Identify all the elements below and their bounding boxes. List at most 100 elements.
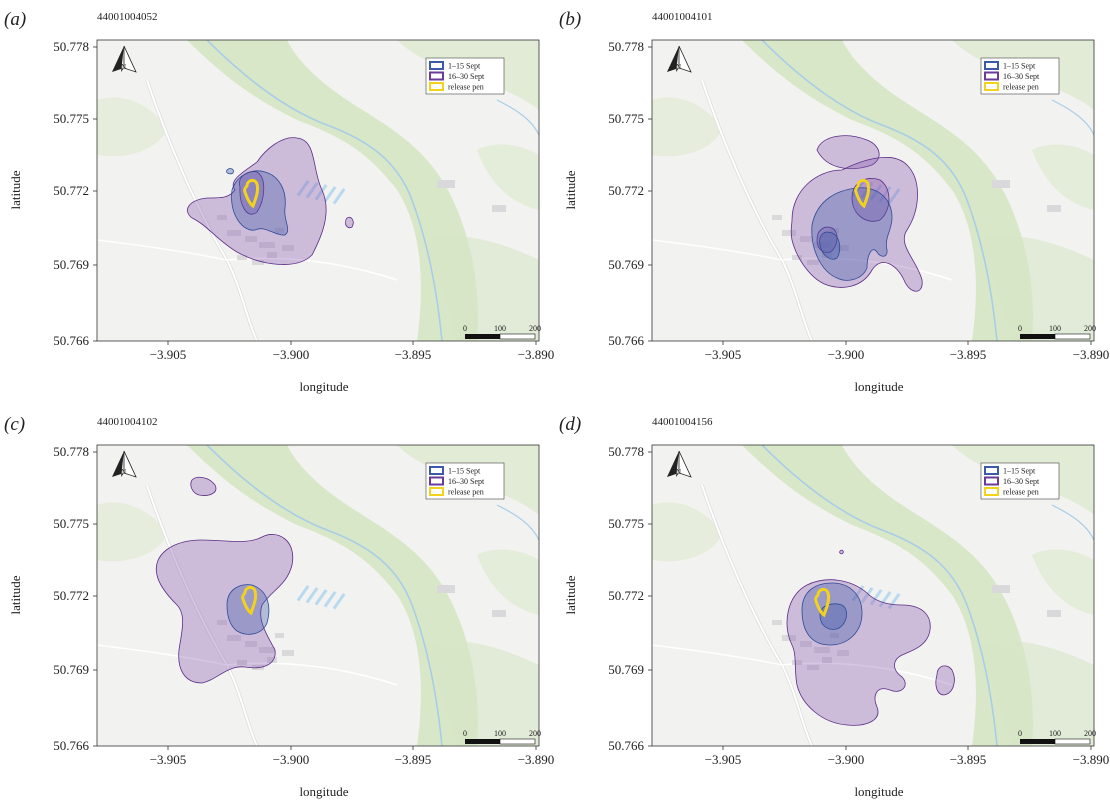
woodland-area bbox=[427, 641, 539, 746]
building bbox=[822, 252, 832, 258]
building bbox=[800, 641, 812, 647]
building bbox=[772, 620, 782, 625]
pond bbox=[878, 591, 892, 608]
north-arrow-icon: N bbox=[667, 450, 692, 478]
legend-label: 1–15 Sept bbox=[1003, 467, 1036, 476]
legend-swatch bbox=[429, 466, 444, 475]
tag-id-label: 44001004052 bbox=[97, 11, 158, 23]
woodland-area bbox=[652, 502, 722, 562]
road-line bbox=[146, 79, 258, 341]
pond bbox=[869, 183, 883, 201]
building bbox=[830, 228, 839, 233]
north-label: N bbox=[121, 468, 126, 476]
range-16-30-sept bbox=[839, 549, 844, 555]
scale-bar-segment bbox=[465, 334, 500, 339]
scale-bar-label: 200 bbox=[1084, 324, 1096, 333]
pond bbox=[887, 188, 901, 205]
map-panel-c: (c) 44001004102 N 1–15 Sept 16–30 Sept releas… bbox=[0, 405, 555, 809]
x-tick-label: −3.900 bbox=[273, 347, 310, 362]
y-tick-label: 50.772 bbox=[608, 183, 644, 198]
legend-swatch bbox=[984, 82, 999, 91]
legend-swatch bbox=[429, 487, 444, 496]
scale-bar-label: 100 bbox=[1049, 324, 1061, 333]
legend-box bbox=[980, 57, 1060, 95]
x-tick-label: −3.905 bbox=[705, 752, 742, 767]
y-tick-label: 50.778 bbox=[608, 444, 644, 459]
legend-swatch bbox=[984, 476, 999, 486]
road-line bbox=[701, 79, 813, 341]
scale-bar: 0 100 200 bbox=[463, 729, 541, 745]
building bbox=[259, 242, 275, 248]
plot-frame bbox=[651, 444, 1095, 747]
legend-label: release pen bbox=[1003, 83, 1039, 92]
woodland-area bbox=[982, 641, 1094, 746]
stream-line bbox=[761, 445, 998, 746]
legend-label: 16–30 Sept bbox=[448, 72, 485, 81]
scale-bar-label: 100 bbox=[494, 324, 506, 333]
building bbox=[1047, 205, 1061, 212]
legend-swatch bbox=[429, 71, 444, 81]
woodland-area bbox=[427, 236, 539, 341]
legend-label: release pen bbox=[448, 488, 484, 497]
building bbox=[992, 180, 1010, 188]
building bbox=[807, 665, 819, 670]
legend-box bbox=[425, 57, 505, 95]
range-16-30-sept bbox=[816, 226, 838, 253]
building bbox=[807, 260, 819, 265]
legend-label: 16–30 Sept bbox=[1003, 477, 1040, 486]
pond bbox=[305, 182, 319, 199]
range-16-30-sept bbox=[155, 534, 294, 684]
road-line bbox=[701, 484, 813, 746]
building bbox=[275, 633, 284, 638]
building bbox=[275, 228, 284, 233]
building bbox=[830, 633, 839, 638]
building bbox=[772, 215, 782, 220]
legend-swatch bbox=[984, 466, 999, 475]
building bbox=[800, 236, 812, 242]
legend-swatch bbox=[984, 61, 999, 70]
building bbox=[992, 585, 1010, 593]
road-line bbox=[146, 484, 258, 746]
pond bbox=[296, 585, 310, 602]
building bbox=[437, 585, 455, 593]
legend-label: release pen bbox=[448, 83, 484, 92]
y-tick-label: 50.769 bbox=[608, 662, 644, 677]
building bbox=[792, 660, 802, 665]
pond bbox=[323, 591, 337, 608]
building bbox=[267, 657, 277, 663]
building bbox=[267, 252, 277, 258]
plot-frame bbox=[651, 39, 1095, 342]
building bbox=[217, 620, 227, 625]
stream-line bbox=[1051, 504, 1094, 541]
map-panel-b: (b) 44001004101 N 1–15 Sept 16–30 Sept releas… bbox=[555, 0, 1110, 404]
building bbox=[245, 641, 257, 647]
legend-swatch bbox=[984, 71, 999, 81]
pond bbox=[314, 183, 328, 201]
y-tick-label: 50.778 bbox=[53, 444, 89, 459]
building bbox=[252, 260, 264, 265]
scale-bar: 0 100 200 bbox=[1018, 729, 1096, 745]
x-tick-label: −3.890 bbox=[518, 347, 555, 362]
pond bbox=[860, 587, 874, 604]
tag-id-label: 44001004156 bbox=[652, 416, 713, 428]
scale-bar-label: 0 bbox=[1018, 324, 1022, 333]
x-tick-label: −3.890 bbox=[1073, 752, 1110, 767]
woodland-area bbox=[1032, 144, 1094, 210]
pond bbox=[332, 188, 346, 205]
building bbox=[245, 236, 257, 242]
building bbox=[227, 230, 241, 236]
y-tick-label: 50.766 bbox=[608, 738, 644, 753]
x-tick-label: −3.895 bbox=[950, 752, 987, 767]
woodland-area bbox=[1032, 549, 1094, 615]
x-axis-label: longitude bbox=[854, 784, 903, 799]
x-tick-label: −3.895 bbox=[395, 752, 432, 767]
x-tick-label: −3.890 bbox=[518, 752, 555, 767]
y-tick-label: 50.775 bbox=[608, 516, 644, 531]
scale-bar: 0 100 200 bbox=[1018, 324, 1096, 340]
pond bbox=[869, 589, 883, 606]
stream-line bbox=[496, 99, 539, 136]
legend-swatch bbox=[429, 476, 444, 486]
building bbox=[814, 242, 830, 248]
scale-bar-segment bbox=[499, 738, 536, 745]
